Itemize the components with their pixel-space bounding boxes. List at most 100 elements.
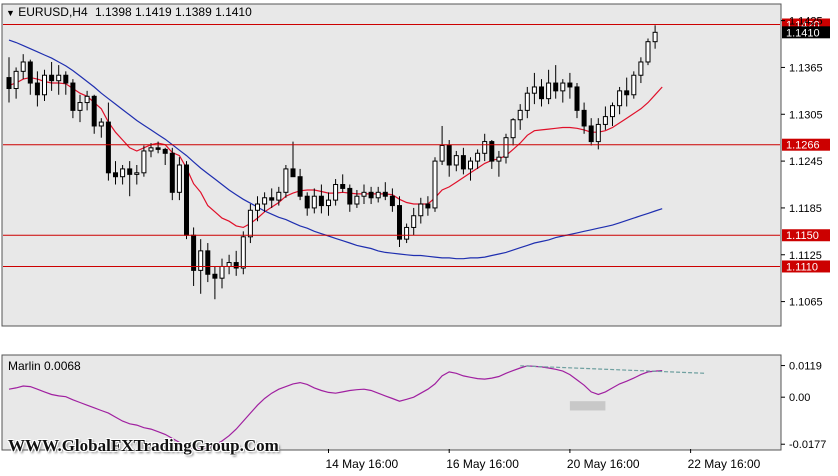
candle [269, 188, 275, 208]
candle [397, 196, 402, 247]
candle [105, 102, 111, 181]
candle [333, 179, 339, 206]
candle [425, 196, 431, 216]
candle [439, 125, 445, 165]
candle [311, 188, 317, 214]
candle [546, 69, 552, 105]
candle-body-bull [240, 236, 246, 269]
candle [361, 184, 367, 205]
candle [20, 54, 26, 80]
candle-body-bull [148, 147, 154, 152]
candle [98, 118, 104, 138]
candle-body-bear [105, 121, 111, 174]
candle [382, 182, 388, 201]
candle-body-bear [389, 195, 395, 207]
candle [13, 67, 19, 99]
candle-body-bull [120, 168, 126, 178]
candle [347, 184, 353, 212]
candle [418, 197, 424, 224]
candle-body-bear [425, 203, 431, 209]
candle-body-bull [354, 195, 360, 205]
candle [404, 223, 410, 244]
candle [56, 65, 62, 95]
candle-body-bear [567, 82, 573, 88]
candle-body-bear [553, 82, 559, 92]
level-price-box [782, 138, 830, 151]
indicator-panel[interactable] [1, 354, 782, 451]
candle-body-bull [411, 215, 417, 228]
candle-body-bear [155, 147, 161, 150]
price-axis: 1.1425 1.1365 1.1305 1.1245 1.1185 1.1125 1.10… [781, 16, 823, 309]
candle-body-bear [290, 168, 296, 178]
candle [354, 189, 360, 208]
candle [247, 204, 253, 244]
candle [176, 157, 182, 201]
candle-body-bull [77, 102, 83, 111]
candle [496, 150, 502, 177]
current-price-label: 1.1410 [786, 27, 820, 39]
candle-body-bull [610, 105, 615, 118]
candle-body-bull [134, 172, 140, 175]
candle-body-bear [113, 172, 118, 178]
candle-body-bull [311, 195, 317, 209]
watermark: WWW.GlobalFXTradingGroup.Com [8, 436, 279, 455]
candle [368, 186, 374, 205]
candle [326, 192, 331, 216]
candle [169, 147, 175, 201]
indicator-title: Marlin 0.0068 [8, 359, 81, 373]
candle [581, 102, 587, 134]
candle-body-bull [276, 191, 282, 201]
candle [42, 69, 47, 101]
candle-body-bull [20, 61, 26, 72]
symbol-timeframe: EURUSD,H4 [18, 5, 88, 19]
candle-body-bull [482, 141, 488, 154]
candle [27, 59, 33, 95]
candle-body-bear [318, 195, 324, 207]
level-price-box [782, 260, 830, 273]
candle [34, 71, 40, 107]
price-panel[interactable] [1, 3, 782, 327]
candle [389, 188, 395, 212]
candle [113, 161, 118, 185]
candle-body-bear [446, 144, 452, 166]
candle-body-bull [176, 164, 182, 193]
candle [588, 118, 594, 146]
candle-body-bull [375, 191, 381, 199]
triangle-down-icon[interactable]: ▼ [6, 8, 15, 18]
candle-body-bull [361, 191, 367, 197]
candle [375, 186, 381, 203]
candle [162, 147, 168, 165]
candle-body-bull [475, 152, 481, 162]
candle [610, 102, 615, 126]
candle-body-bull [326, 199, 331, 207]
candle-body-bear [269, 197, 275, 201]
candle [432, 157, 438, 212]
level-price-label: 1.1110 [786, 261, 818, 273]
candle-body-bull [560, 82, 566, 92]
y-tick-label: 1.1185 [789, 203, 822, 215]
candle-body-bull [42, 74, 47, 96]
candle-body-bull [638, 61, 644, 76]
candle [482, 133, 488, 162]
candle-body-bear [574, 86, 580, 111]
candle-body-bull [496, 156, 502, 162]
candle-body-bear [169, 152, 175, 193]
y-tick-label: 1.1245 [789, 156, 823, 168]
candle-body-bull [255, 203, 260, 211]
candle [631, 71, 637, 99]
chart-header: ▼ EURUSD,H4 1.1398 1.1419 1.1389 1.1410 [6, 5, 252, 19]
candle [63, 71, 69, 95]
candle [602, 106, 608, 130]
candle [510, 118, 516, 146]
candle-body-bear [191, 234, 197, 271]
candle [553, 65, 559, 99]
candle-body-bull [531, 86, 537, 94]
candles [6, 25, 658, 300]
candle [411, 207, 417, 236]
candle [120, 165, 126, 185]
candle [205, 243, 211, 283]
candle-body-bear [205, 250, 211, 275]
candle [77, 94, 83, 123]
